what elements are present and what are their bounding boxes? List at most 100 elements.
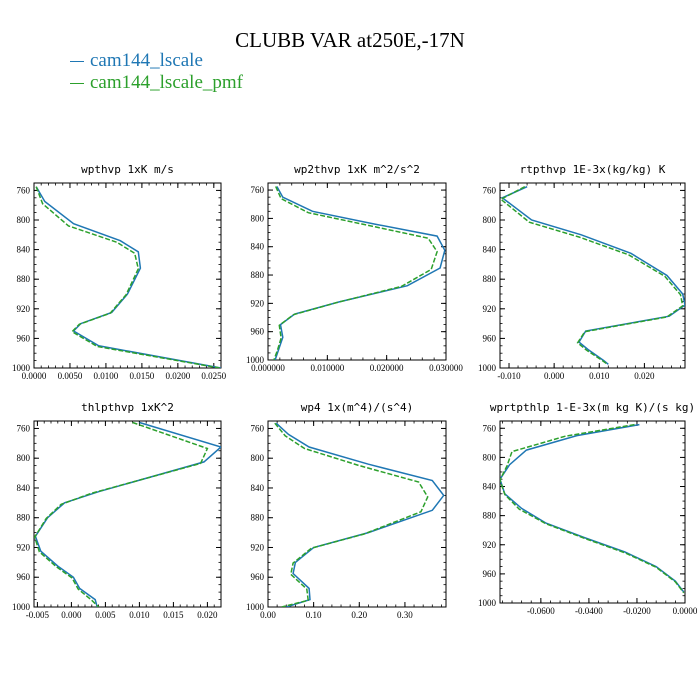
panel-6: wprtpthlp 1-E-3x(m kg K)/(s kg) 760 800 840… bbox=[478, 401, 698, 616]
y-tick-label: 760 bbox=[17, 423, 31, 433]
panel-2: wp2thvp 1xK m^2/s^2 760 800 840 880 920 960 100… bbox=[246, 163, 463, 373]
series-line-1 bbox=[500, 423, 685, 593]
y-tick-label: 760 bbox=[251, 423, 265, 433]
y-tick-label: 960 bbox=[17, 572, 31, 582]
y-tick-label: 920 bbox=[251, 298, 265, 308]
panel-4: thlpthvp 1xK^2 760 800 840 880 920 960 1000-0.0… bbox=[12, 401, 222, 620]
series-line-1 bbox=[274, 186, 446, 360]
panel-5: wp4 1x(m^4)/(s^4)76080084088092096010000… bbox=[246, 401, 447, 620]
y-tick-label: 920 bbox=[483, 304, 497, 314]
y-tick-label: 1000 bbox=[246, 355, 265, 365]
legend-swatch-2 bbox=[70, 82, 84, 84]
y-tick-label: 1000 bbox=[12, 602, 31, 612]
x-tick-label: 0.0150 bbox=[130, 371, 155, 381]
x-tick-label: 0.0050 bbox=[58, 371, 83, 381]
x-tick-label: 0.005 bbox=[95, 610, 116, 620]
x-tick-label: -0.005 bbox=[26, 610, 50, 620]
y-tick-label: 760 bbox=[483, 185, 497, 195]
y-tick-label: 960 bbox=[17, 333, 31, 343]
x-tick-label: 0.020 bbox=[634, 371, 655, 381]
y-tick-label: 960 bbox=[483, 569, 497, 579]
plot-frame bbox=[499, 420, 686, 604]
panel-1: wpthvp 1xK m/s76080084088092096010000.00… bbox=[12, 163, 227, 381]
x-tick-label: -0.0200 bbox=[623, 606, 651, 616]
plot-frame bbox=[267, 420, 447, 608]
x-tick-label: 0.0100 bbox=[94, 371, 119, 381]
panel-title: rtpthvp 1E-3x(kg/kg) K bbox=[520, 163, 666, 176]
panel-title: wp4 1x(m^4)/(s^4) bbox=[301, 401, 414, 414]
series-line-2 bbox=[35, 186, 220, 368]
y-tick-label: 960 bbox=[251, 327, 265, 337]
y-tick-label: 840 bbox=[251, 242, 265, 252]
x-tick-label: 0.0000 bbox=[673, 606, 698, 616]
series-line-1 bbox=[275, 422, 445, 607]
y-tick-label: 1000 bbox=[12, 363, 31, 373]
panel-3: rtpthvp 1E-3x(kg/kg) K 760 800 840 880 920 960… bbox=[478, 163, 686, 381]
plot-frame bbox=[33, 182, 222, 369]
y-tick-label: 960 bbox=[483, 333, 497, 343]
y-tick-label: 920 bbox=[251, 542, 265, 552]
series-line-2 bbox=[274, 422, 429, 607]
legend-item-1: cam144_lscale bbox=[70, 50, 243, 72]
y-tick-label: 840 bbox=[251, 483, 265, 493]
y-tick-label: 880 bbox=[17, 274, 31, 284]
plot-frame bbox=[267, 182, 447, 361]
y-tick-label: 800 bbox=[483, 452, 497, 462]
legend-item-2: cam144_lscale_pmf bbox=[70, 72, 243, 94]
y-tick-label: 1000 bbox=[478, 598, 497, 608]
y-tick-label: 840 bbox=[17, 245, 31, 255]
series-line-2 bbox=[500, 186, 684, 365]
y-tick-label: 800 bbox=[483, 215, 497, 225]
x-tick-label: 0.10 bbox=[306, 610, 322, 620]
y-tick-label: 920 bbox=[483, 540, 497, 550]
panel-title: wprtpthlp 1-E-3x(m kg K)/(s kg) bbox=[490, 401, 695, 414]
x-tick-label: 0.20 bbox=[351, 610, 367, 620]
y-tick-label: 880 bbox=[483, 274, 497, 284]
x-tick-label: 0.010000 bbox=[310, 363, 344, 373]
y-tick-label: 1000 bbox=[246, 602, 265, 612]
y-tick-label: 840 bbox=[483, 482, 497, 492]
y-tick-label: 760 bbox=[483, 423, 497, 433]
x-tick-label: -0.010 bbox=[497, 371, 521, 381]
y-tick-label: 880 bbox=[251, 513, 265, 523]
plot-frame bbox=[33, 420, 222, 608]
x-tick-label: 0.0000 bbox=[22, 371, 47, 381]
x-tick-label: -0.0400 bbox=[575, 606, 603, 616]
x-tick-label: 0.015 bbox=[163, 610, 184, 620]
x-tick-label: 0.000 bbox=[544, 371, 565, 381]
y-tick-label: 840 bbox=[17, 483, 31, 493]
y-tick-label: 800 bbox=[17, 215, 31, 225]
y-tick-label: 800 bbox=[251, 213, 265, 223]
x-tick-label: 0.010 bbox=[589, 371, 610, 381]
x-tick-label: 0.010 bbox=[129, 610, 150, 620]
x-tick-label: 0.000 bbox=[61, 610, 82, 620]
legend-label-1: cam144_lscale bbox=[90, 50, 203, 71]
legend-swatch-1 bbox=[70, 60, 84, 62]
x-tick-label: 0.000000 bbox=[251, 363, 285, 373]
series-line-1 bbox=[34, 421, 221, 607]
panel-title: thlpthvp 1xK^2 bbox=[81, 401, 174, 414]
y-tick-label: 800 bbox=[251, 453, 265, 463]
y-tick-label: 800 bbox=[17, 453, 31, 463]
legend-label-2: cam144_lscale_pmf bbox=[90, 72, 244, 93]
y-tick-label: 880 bbox=[483, 511, 497, 521]
series-line-2 bbox=[500, 423, 685, 594]
panel-title: wpthvp 1xK m/s bbox=[81, 163, 174, 176]
x-tick-label: 0.30 bbox=[397, 610, 413, 620]
x-tick-label: -0.0600 bbox=[527, 606, 555, 616]
x-tick-label: 0.00 bbox=[260, 610, 276, 620]
plot-frame bbox=[499, 182, 686, 369]
legend: cam144_lscale cam144_lscale_pmf bbox=[70, 50, 243, 94]
x-tick-label: 0.020 bbox=[197, 610, 218, 620]
y-tick-label: 880 bbox=[251, 270, 265, 280]
y-tick-label: 920 bbox=[17, 304, 31, 314]
y-tick-label: 840 bbox=[483, 245, 497, 255]
y-tick-label: 880 bbox=[17, 513, 31, 523]
series-line-1 bbox=[500, 186, 685, 365]
series-line-2 bbox=[273, 186, 438, 360]
y-tick-label: 760 bbox=[17, 185, 31, 195]
y-tick-label: 760 bbox=[251, 185, 265, 195]
x-tick-label: 0.030000 bbox=[429, 363, 463, 373]
